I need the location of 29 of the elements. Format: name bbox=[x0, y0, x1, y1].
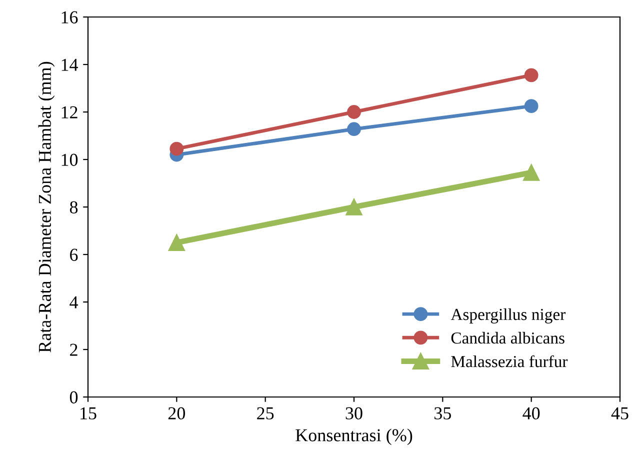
y-tick-label: 4 bbox=[70, 296, 78, 308]
y-tick-label: 10 bbox=[62, 154, 78, 166]
x-tick-label: 40 bbox=[522, 407, 540, 420]
y-tick-label: 16 bbox=[62, 11, 78, 24]
point bbox=[524, 99, 538, 114]
point bbox=[523, 164, 540, 181]
y-tick-label: 14 bbox=[62, 58, 78, 71]
legend-label: Candida albicans bbox=[451, 332, 564, 344]
y-tick-label: 12 bbox=[62, 106, 78, 118]
x-tick-label: 25 bbox=[257, 407, 274, 420]
point bbox=[170, 142, 184, 156]
legend-label: Malassezia furfur bbox=[451, 355, 568, 368]
x-tick-label: 45 bbox=[611, 407, 628, 420]
y-axis-title: Rata-Rata Diameter Zona Hambat (mm) bbox=[38, 62, 55, 352]
legend-label: Aspergillus niger bbox=[450, 308, 566, 324]
x-axis-title: Konsentrasi (%) bbox=[296, 428, 412, 446]
point bbox=[524, 68, 538, 82]
x-tick-label: 20 bbox=[168, 407, 186, 420]
point bbox=[347, 105, 361, 119]
x-tick-label: 15 bbox=[80, 407, 96, 420]
y-tick-label: 2 bbox=[70, 344, 78, 356]
y-tick-label: 8 bbox=[70, 201, 78, 214]
x-tick-label: 30 bbox=[346, 407, 362, 420]
point bbox=[347, 122, 361, 136]
y-tick-label: 0 bbox=[70, 391, 78, 404]
point bbox=[346, 198, 362, 216]
y-tick-label: 6 bbox=[70, 248, 78, 261]
x-tick-label: 35 bbox=[434, 407, 451, 420]
point bbox=[168, 234, 185, 251]
